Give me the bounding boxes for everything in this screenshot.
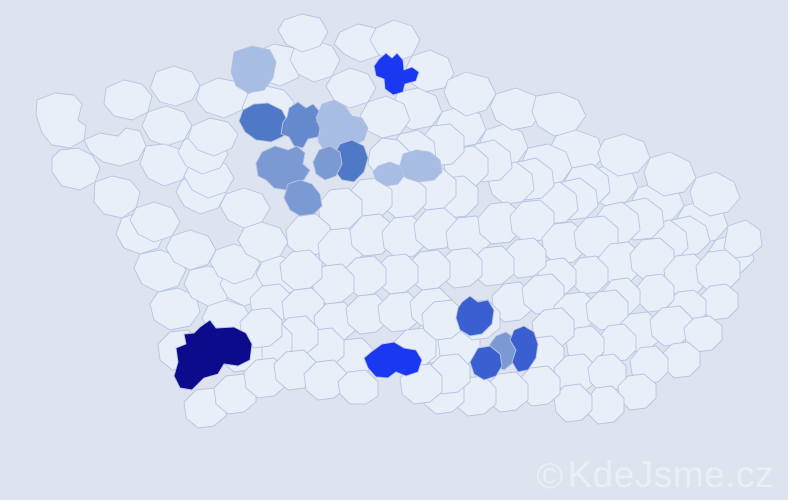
region-highlight[interactable] (173, 319, 253, 391)
region-highlight[interactable] (509, 325, 539, 373)
region-base (149, 65, 201, 107)
region-base (93, 175, 141, 219)
region-base (165, 229, 217, 271)
region-base (303, 359, 347, 401)
region-base (617, 373, 657, 411)
region-base (489, 87, 543, 131)
region-base (239, 307, 283, 349)
watermark: © KdeJsme.cz (536, 456, 774, 494)
copyright-icon: © (536, 455, 564, 496)
region-base (443, 71, 497, 117)
region-base (553, 383, 593, 423)
region-highlight[interactable] (280, 101, 325, 149)
region-base (345, 293, 389, 335)
region-base (477, 201, 523, 245)
region-base (35, 92, 87, 149)
region-base (349, 213, 395, 257)
region-base (195, 77, 249, 119)
region-base (723, 219, 763, 259)
region-highlight[interactable] (230, 45, 277, 94)
region-base (683, 315, 723, 353)
watermark-text: KdeJsme.cz (567, 454, 774, 495)
region-base (337, 369, 379, 405)
region-base (597, 133, 651, 177)
region-highlight[interactable] (363, 341, 423, 379)
region-highlight[interactable] (372, 161, 405, 187)
region-highlight[interactable] (455, 295, 495, 337)
region-base (103, 79, 153, 121)
region-base (689, 171, 741, 217)
region-highlight[interactable] (238, 102, 289, 143)
highlighted-regions-layer (173, 45, 539, 391)
region-base (277, 13, 329, 53)
region-highlight[interactable] (283, 179, 323, 217)
region-base (51, 147, 101, 191)
region-highlight[interactable] (255, 145, 311, 191)
region-base (643, 151, 697, 197)
region-base (421, 299, 465, 341)
region-base (187, 117, 239, 157)
region-highlight[interactable] (312, 145, 343, 181)
region-base (149, 287, 201, 331)
region-highlight[interactable] (373, 52, 420, 96)
region-highlight[interactable] (469, 345, 503, 381)
region-base (531, 91, 587, 137)
region-base (635, 273, 675, 313)
